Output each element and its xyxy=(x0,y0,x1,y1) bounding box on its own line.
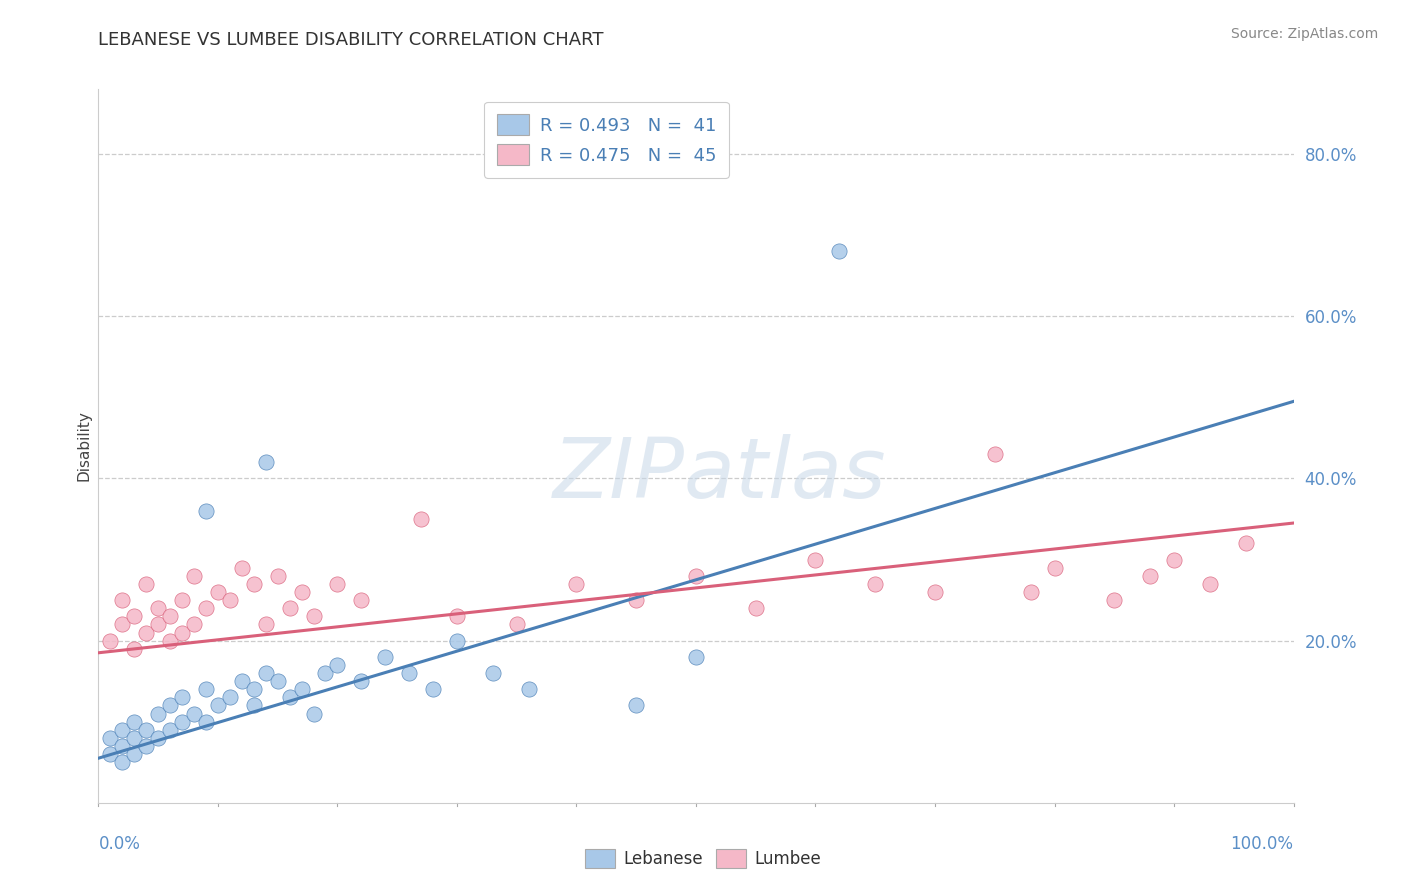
Point xyxy=(446,633,468,648)
Point xyxy=(302,706,325,721)
Point xyxy=(159,698,181,713)
Point xyxy=(195,601,218,615)
Point xyxy=(207,698,229,713)
Point xyxy=(302,609,325,624)
Point xyxy=(350,593,373,607)
Point xyxy=(124,747,146,761)
Point xyxy=(291,585,314,599)
Point xyxy=(148,731,170,745)
Point xyxy=(374,649,396,664)
Point xyxy=(135,625,157,640)
Point xyxy=(984,447,1007,461)
Point xyxy=(243,698,266,713)
Point xyxy=(172,625,194,640)
Point xyxy=(195,714,218,729)
Y-axis label: Disability: Disability xyxy=(76,410,91,482)
Point xyxy=(565,577,588,591)
Point xyxy=(148,706,170,721)
Point xyxy=(924,585,946,599)
Text: Source: ZipAtlas.com: Source: ZipAtlas.com xyxy=(1230,27,1378,41)
Point xyxy=(865,577,887,591)
Point xyxy=(111,739,134,753)
Point xyxy=(243,577,266,591)
Point xyxy=(350,674,373,689)
Point xyxy=(231,560,253,574)
Point xyxy=(267,674,290,689)
Point xyxy=(183,617,205,632)
Point xyxy=(124,731,146,745)
Point xyxy=(195,504,218,518)
Point xyxy=(1043,560,1066,574)
Point xyxy=(278,690,301,705)
Point xyxy=(326,657,349,672)
Point xyxy=(159,609,181,624)
Point xyxy=(159,633,181,648)
Point xyxy=(207,585,229,599)
Point xyxy=(159,723,181,737)
Point xyxy=(506,617,529,632)
Legend: R = 0.493   N =  41, R = 0.475   N =  45: R = 0.493 N = 41, R = 0.475 N = 45 xyxy=(484,102,730,178)
Point xyxy=(111,593,134,607)
Point xyxy=(111,617,134,632)
Point xyxy=(1163,552,1185,566)
Text: LEBANESE VS LUMBEE DISABILITY CORRELATION CHART: LEBANESE VS LUMBEE DISABILITY CORRELATIO… xyxy=(98,31,605,49)
Text: ZIPatlas: ZIPatlas xyxy=(553,434,887,515)
Point xyxy=(111,723,134,737)
Point xyxy=(1019,585,1042,599)
Point xyxy=(243,682,266,697)
Point xyxy=(254,617,277,632)
Point xyxy=(828,244,851,259)
Point xyxy=(124,714,146,729)
Point xyxy=(231,674,253,689)
Point xyxy=(183,706,205,721)
Point xyxy=(517,682,540,697)
Point xyxy=(135,739,157,753)
Point xyxy=(267,568,290,582)
Point xyxy=(315,666,337,681)
Point xyxy=(98,747,122,761)
Point xyxy=(398,666,420,681)
Point xyxy=(745,601,768,615)
Point xyxy=(1139,568,1161,582)
Point xyxy=(124,641,146,656)
Point xyxy=(1199,577,1222,591)
Point xyxy=(124,609,146,624)
Point xyxy=(111,756,134,770)
Point xyxy=(98,633,122,648)
Point xyxy=(291,682,314,697)
Point xyxy=(219,690,242,705)
Point xyxy=(135,577,157,591)
Point xyxy=(685,568,707,582)
Point xyxy=(148,617,170,632)
Point xyxy=(685,649,707,664)
Point xyxy=(411,512,433,526)
Point xyxy=(804,552,827,566)
Point xyxy=(422,682,444,697)
Text: 100.0%: 100.0% xyxy=(1230,835,1294,853)
Point xyxy=(326,577,349,591)
Point xyxy=(626,593,648,607)
Point xyxy=(172,714,194,729)
Legend: Lebanese, Lumbee: Lebanese, Lumbee xyxy=(578,842,828,875)
Point xyxy=(135,723,157,737)
Text: 0.0%: 0.0% xyxy=(98,835,141,853)
Point xyxy=(219,593,242,607)
Point xyxy=(626,698,648,713)
Point xyxy=(183,568,205,582)
Point xyxy=(195,682,218,697)
Point xyxy=(254,455,277,469)
Point xyxy=(172,593,194,607)
Point xyxy=(1234,536,1257,550)
Point xyxy=(98,731,122,745)
Point xyxy=(172,690,194,705)
Point xyxy=(148,601,170,615)
Point xyxy=(1104,593,1126,607)
Point xyxy=(481,666,505,681)
Point xyxy=(278,601,301,615)
Point xyxy=(254,666,277,681)
Point xyxy=(446,609,468,624)
